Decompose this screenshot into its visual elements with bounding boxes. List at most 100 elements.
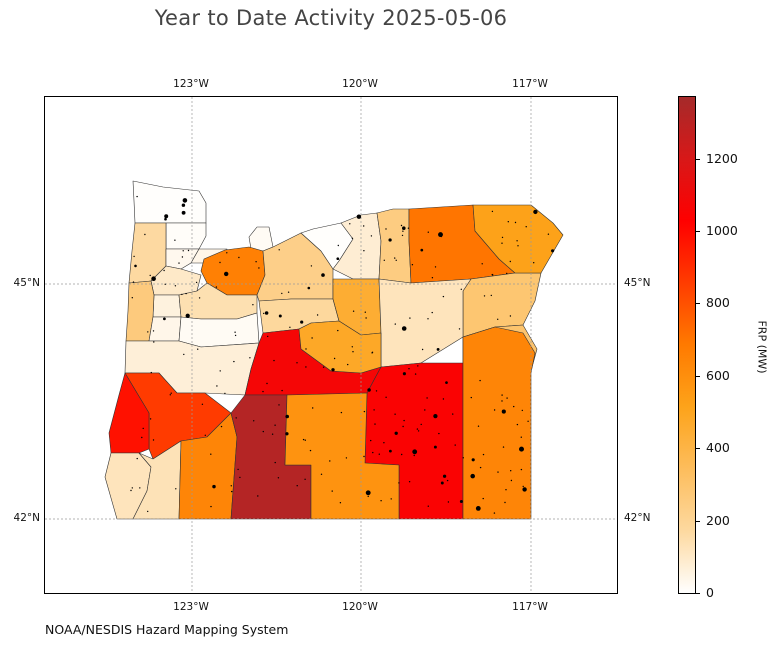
fire-detection-dot xyxy=(252,304,254,306)
fire-detection-dot xyxy=(142,427,144,430)
fire-detection-dot xyxy=(278,249,280,251)
fire-detection-dot xyxy=(394,431,398,435)
fire-detection-dot xyxy=(482,497,484,500)
fire-detection-dot xyxy=(219,261,221,264)
fire-detection-dot xyxy=(363,225,365,227)
fire-detection-dot xyxy=(445,381,448,384)
fire-detection-dot xyxy=(356,214,362,219)
fire-detection-dot xyxy=(264,311,269,315)
fire-detection-dot xyxy=(352,310,355,312)
fire-detection-dot xyxy=(367,495,369,498)
fire-detection-dot xyxy=(431,277,434,279)
county-hood-river xyxy=(248,226,274,252)
fire-detection-dot xyxy=(273,359,275,362)
fire-detection-dot xyxy=(493,409,496,411)
lon-tick-bottom-123: 123°W xyxy=(173,601,209,613)
fire-detection-dot xyxy=(150,371,152,374)
fire-detection-dot xyxy=(440,481,444,485)
fire-detection-dot xyxy=(271,433,274,435)
fire-detection-dot xyxy=(249,357,251,359)
fire-detection-dot xyxy=(289,326,291,328)
lat-tick-left-42: 42°N xyxy=(13,512,40,524)
county-layer xyxy=(104,180,564,520)
fire-detection-dot xyxy=(401,234,404,237)
colorbar-tick-mark xyxy=(696,303,700,305)
fire-detection-dot xyxy=(321,273,325,277)
fire-detection-dot xyxy=(337,244,339,247)
fire-detection-dot xyxy=(285,432,289,436)
fire-detection-dot xyxy=(525,226,527,228)
fire-detection-dot xyxy=(365,490,371,496)
fire-detection-dot xyxy=(504,501,506,504)
fire-detection-dot xyxy=(316,314,319,316)
fire-detection-dot xyxy=(230,485,232,487)
fire-detection-dot xyxy=(401,326,407,331)
fire-detection-dot xyxy=(371,351,374,353)
fire-detection-dot xyxy=(394,413,396,415)
fire-detection-dot xyxy=(144,233,146,236)
fire-detection-dot xyxy=(305,348,307,350)
fire-detection-dot xyxy=(304,478,306,480)
fire-detection-dot xyxy=(424,409,426,411)
fire-detection-dot xyxy=(149,418,152,420)
fire-detection-dot xyxy=(438,432,440,435)
fire-detection-dot xyxy=(181,210,186,215)
fire-detection-dot xyxy=(520,436,522,438)
fire-detection-dot xyxy=(278,404,280,406)
fire-detection-dot xyxy=(460,288,462,290)
fire-detection-dot xyxy=(497,318,499,320)
county-polk xyxy=(152,294,182,318)
fire-detection-dot xyxy=(164,283,166,285)
fire-detection-dot xyxy=(365,317,367,319)
fire-detection-dot xyxy=(522,485,524,488)
fire-detection-dot xyxy=(493,512,496,514)
fire-detection-dot xyxy=(278,314,282,318)
fire-detection-dot xyxy=(492,274,494,276)
fire-detection-dot xyxy=(131,487,133,489)
fire-detection-dot xyxy=(212,484,216,489)
fire-detection-dot xyxy=(380,500,382,502)
fire-detection-dot xyxy=(337,329,339,332)
fire-detection-dot xyxy=(497,471,499,473)
fire-detection-dot xyxy=(281,292,283,295)
fire-detection-dot xyxy=(547,233,550,235)
lon-tick-bottom-117: 117°W xyxy=(512,601,548,613)
fire-detection-dot xyxy=(434,266,437,268)
fire-detection-dot xyxy=(255,261,257,263)
fire-detection-dot xyxy=(185,292,187,295)
fire-detection-dot xyxy=(413,454,415,457)
fire-detection-dot xyxy=(363,250,365,252)
fire-detection-dot xyxy=(447,501,450,503)
fire-detection-dot xyxy=(363,455,365,458)
fire-detection-dot xyxy=(506,397,508,399)
fire-detection-dot xyxy=(296,485,298,487)
fire-detection-dot xyxy=(454,444,456,446)
county-benton xyxy=(148,316,182,342)
fire-detection-dot xyxy=(507,221,509,223)
fire-detection-dot xyxy=(522,487,527,492)
colorbar-tick-mark xyxy=(696,158,700,160)
fire-detection-dot xyxy=(412,449,418,455)
fire-detection-dot xyxy=(527,420,529,422)
fire-detection-dot xyxy=(520,468,523,471)
fire-detection-dot xyxy=(307,286,311,290)
fire-detection-dot xyxy=(133,255,135,258)
fire-detection-dot xyxy=(345,457,348,459)
fire-detection-dot xyxy=(311,337,313,339)
fire-detection-dot xyxy=(195,281,198,284)
fire-detection-dot xyxy=(287,291,290,293)
fire-detection-dot xyxy=(501,394,503,396)
fire-detection-dot xyxy=(408,481,411,483)
fire-detection-dot xyxy=(426,397,428,399)
fire-detection-dot xyxy=(216,385,218,387)
colorbar-tick-mark xyxy=(696,230,700,232)
fire-detection-dot xyxy=(136,195,138,198)
fire-detection-dot xyxy=(501,242,503,244)
fire-detection-dot xyxy=(181,293,183,296)
fire-detection-dot xyxy=(390,498,392,500)
fire-detection-dot xyxy=(416,428,419,430)
fire-detection-dot xyxy=(411,264,414,266)
fire-detection-dot xyxy=(394,257,396,259)
fire-detection-dot xyxy=(235,417,237,419)
fire-detection-dot xyxy=(223,271,229,277)
